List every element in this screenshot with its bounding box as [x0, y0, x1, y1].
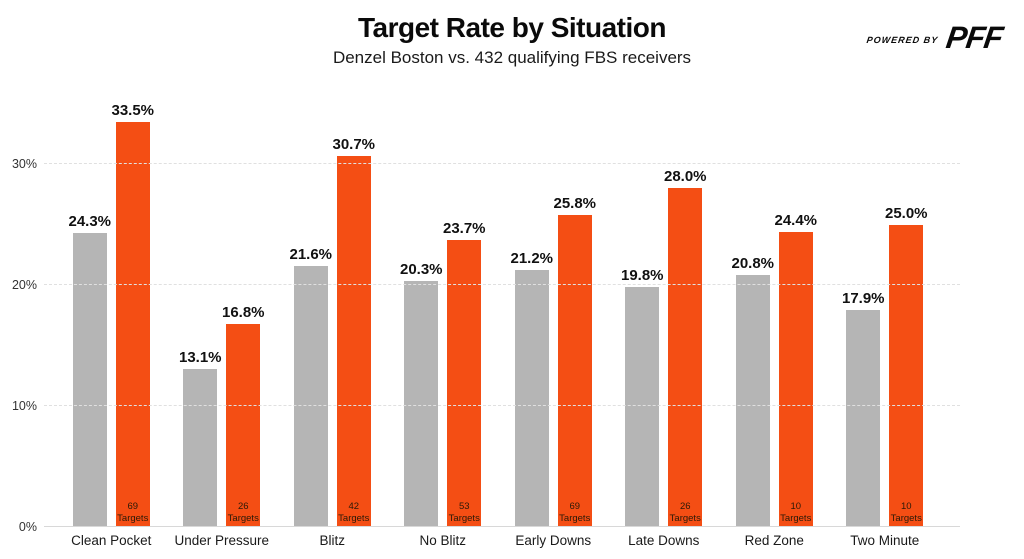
orange-bar-denzel-boston: 30.7% 42 Targets — [332, 136, 375, 527]
orange-bar-value-label: 30.7% — [332, 135, 376, 153]
category-label: Early Downs — [515, 533, 592, 548]
category-label: No Blitz — [419, 533, 467, 548]
bar-group: 21.6% 30.7% 42 Targets Blitz — [277, 100, 388, 548]
gray-bar-value-label: 20.3% — [399, 261, 443, 279]
bar-group: 17.9% 25.0% 10 Targets Two Minute — [830, 100, 941, 549]
y-axis-tick-label: 30% — [11, 157, 37, 171]
orange-bar-denzel-boston: 25.0% 10 Targets — [885, 205, 928, 527]
gray-bar-value-label: 19.8% — [620, 267, 664, 285]
gridline-0%: 0% — [19, 520, 960, 534]
y-axis-tick-label: 0% — [18, 520, 37, 534]
orange-bar-denzel-boston: 23.7% 53 Targets — [443, 220, 486, 527]
pff-brand-wordmark: PFF — [943, 20, 1005, 55]
orange-bar-value-label: 28.0% — [663, 168, 707, 186]
targets-count-label: 26 Targets — [669, 501, 701, 524]
bar-groups-container: 24.3% 33.5% 69 Targets Clean Pocket 13.1%… — [44, 100, 960, 549]
chart-subtitle: Denzel Boston vs. 432 qualifying FBS rec… — [332, 48, 692, 67]
category-label: Two Minute — [850, 533, 920, 548]
gray-bar-value-label: 21.2% — [510, 250, 554, 268]
orange-bar-denzel-boston: 33.5% 69 Targets — [111, 102, 154, 527]
gray-bar-fbs-average: 19.8% — [621, 267, 664, 527]
category-label: Red Zone — [744, 533, 804, 548]
bar-group: 24.3% 33.5% 69 Targets Clean Pocket — [56, 100, 167, 548]
gray-bar-fbs-average: 21.2% — [510, 250, 553, 527]
bar-group: 19.8% 28.0% 26 Targets Late Downs — [609, 100, 720, 548]
targets-count-label: 26 Targets — [227, 501, 259, 524]
y-axis-tick-label: 20% — [11, 278, 37, 292]
orange-bar-value-label: 16.8% — [221, 303, 265, 321]
category-label: Under Pressure — [174, 533, 270, 548]
orange-bar-value-label: 23.7% — [442, 220, 486, 238]
gray-bar-fbs-average: 20.3% — [400, 261, 443, 527]
bar-group: 20.3% 23.7% 53 Targets No Blitz — [388, 100, 499, 548]
gray-bar-value-label: 24.3% — [68, 212, 112, 230]
targets-count-label: 42 Targets — [338, 501, 370, 524]
orange-bar-denzel-boston: 16.8% 26 Targets — [222, 304, 265, 527]
gray-bar-value-label: 13.1% — [178, 348, 222, 366]
orange-bar-denzel-boston: 28.0% 26 Targets — [664, 168, 707, 527]
orange-bar-value-label: 24.4% — [774, 211, 818, 229]
gray-bar-fbs-average: 17.9% — [842, 290, 885, 527]
gridline-10%: 10% — [12, 399, 960, 413]
gray-bar-fbs-average: 24.3% — [68, 213, 111, 527]
bar-group: 13.1% 16.8% 26 Targets Under Pressure — [167, 100, 278, 548]
bar-chart-plot-area: 24.3% 33.5% 69 Targets Clean Pocket 13.1%… — [12, 100, 960, 549]
bar-group: 20.8% 24.4% 10 Targets Red Zone — [719, 100, 830, 548]
category-label: Blitz — [319, 533, 346, 548]
orange-bar-value-label: 25.0% — [884, 204, 928, 222]
category-label: Clean Pocket — [71, 533, 152, 548]
gray-bar-fbs-average: 13.1% — [179, 349, 222, 527]
chart-header: Target Rate by Situation Denzel Boston v… — [0, 0, 1024, 68]
gray-bar-value-label: 20.8% — [731, 255, 775, 273]
bar-group: 21.2% 25.8% 69 Targets Early Downs — [498, 100, 609, 548]
chart-title: Target Rate by Situation — [358, 12, 666, 43]
targets-count-label: 10 Targets — [780, 501, 812, 524]
powered-by-label: POWERED BY — [865, 34, 939, 45]
gray-bar-fbs-average: 20.8% — [731, 255, 774, 527]
gray-bar-value-label: 21.6% — [289, 245, 333, 263]
targets-count-label: 69 Targets — [117, 501, 149, 524]
targets-count-label: 69 Targets — [559, 501, 591, 524]
y-axis-tick-label: 10% — [11, 399, 37, 413]
category-label: Late Downs — [628, 533, 700, 548]
gray-bar-fbs-average: 21.6% — [289, 246, 332, 527]
orange-bar-denzel-boston: 24.4% 10 Targets — [774, 212, 817, 527]
pff-logo: POWERED BY PFF — [865, 20, 1005, 55]
orange-bar-denzel-boston: 25.8% 69 Targets — [553, 195, 596, 527]
orange-bar-value-label: 25.8% — [553, 194, 597, 212]
targets-count-label: 10 Targets — [890, 501, 922, 524]
targets-count-label: 53 Targets — [448, 501, 480, 524]
gridline-20%: 20% — [12, 278, 960, 292]
gray-bar-value-label: 17.9% — [841, 290, 885, 308]
gridline-30%: 30% — [12, 157, 960, 171]
orange-bar-value-label: 33.5% — [111, 101, 155, 119]
